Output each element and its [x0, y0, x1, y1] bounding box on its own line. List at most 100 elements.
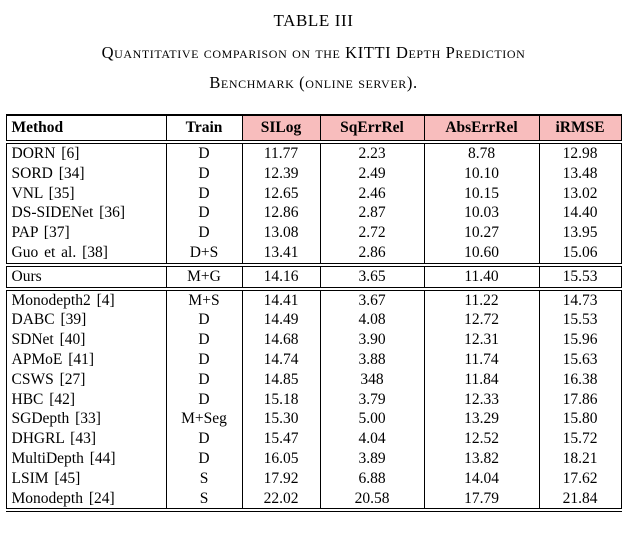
value-cell: 15.80 [538, 409, 622, 430]
value-cell: 2.87 [319, 203, 425, 224]
method-cell: SDNet [40] [5, 330, 167, 350]
table-row: LSIM [45] S 17.92 6.88 14.04 17.62 [5, 468, 622, 489]
column-header-sqerrrel: SqErrRel [319, 114, 425, 144]
method-cell: DORN [6] [5, 142, 167, 164]
value-cell: 10.27 [423, 223, 540, 243]
value-cell: D+S [165, 242, 243, 265]
value-cell: 4.08 [319, 310, 425, 331]
value-cell: 4.04 [319, 429, 425, 449]
value-cell: 15.47 [241, 429, 321, 449]
value-cell: 11.84 [423, 369, 540, 390]
table-row: DORN [6] D 11.77 2.23 8.78 12.98 [5, 142, 622, 164]
table-row: DS-SIDENet [36] D 12.86 2.87 10.03 14.40 [5, 203, 622, 224]
table-number-title: TABLE III [273, 11, 354, 30]
value-cell: 12.52 [423, 429, 540, 449]
value-cell: 21.84 [538, 488, 622, 513]
value-cell: 14.49 [241, 310, 321, 331]
method-cell: LSIM [45] [5, 468, 167, 489]
value-cell: 15.72 [538, 429, 622, 449]
column-header-silog: SILog [241, 114, 321, 144]
value-cell: 18.21 [538, 448, 622, 469]
value-cell: 12.65 [241, 183, 321, 204]
table-body: DORN [6] D 11.77 2.23 8.78 12.98 SORD [34] D 12.… [5, 142, 622, 513]
value-cell: 3.89 [319, 448, 425, 469]
value-cell: D [165, 223, 243, 243]
value-cell: 14.16 [241, 262, 321, 289]
table-row: Ours M+G 14.16 3.65 11.40 15.53 [5, 262, 622, 289]
value-cell: 13.41 [241, 242, 321, 265]
method-cell: DHGRL [43] [5, 429, 167, 449]
table-row: VNL [35] D 12.65 2.46 10.15 13.02 [5, 183, 622, 204]
value-cell: 15.53 [538, 310, 622, 331]
value-cell: 17.79 [423, 488, 540, 513]
value-cell: D [165, 183, 243, 204]
value-cell: D [165, 448, 243, 469]
table-row: APMoE [41] D 14.74 3.88 11.74 15.63 [5, 349, 622, 370]
value-cell: 14.85 [241, 369, 321, 390]
value-cell: M+S [165, 286, 243, 311]
value-cell: 12.31 [423, 330, 540, 350]
table-row: SORD [34] D 12.39 2.49 10.10 13.48 [5, 163, 622, 184]
value-cell: 3.90 [319, 330, 425, 350]
method-cell: HBC [42] [5, 389, 167, 410]
value-cell: 14.74 [241, 349, 321, 370]
value-cell: 17.92 [241, 468, 321, 489]
value-cell: 12.72 [423, 310, 540, 331]
value-cell: 10.03 [423, 203, 540, 224]
value-cell: D [165, 349, 243, 370]
value-cell: 11.40 [423, 262, 540, 289]
value-cell: 3.65 [319, 262, 425, 289]
value-cell: 11.22 [423, 286, 540, 311]
method-cell: MultiDepth [44] [5, 448, 167, 469]
method-cell: DS-SIDENet [36] [5, 203, 167, 224]
value-cell: 16.38 [538, 369, 622, 390]
value-cell: 2.86 [319, 242, 425, 265]
table-row: Monodepth2 [4] M+S 14.41 3.67 11.22 14.73 [5, 286, 622, 311]
table-row: PAP [37] D 13.08 2.72 10.27 13.95 [5, 223, 622, 243]
method-cell: DABC [39] [5, 310, 167, 331]
value-cell: 2.46 [319, 183, 425, 204]
value-cell: D [165, 203, 243, 224]
value-cell: 2.23 [319, 142, 425, 164]
value-cell: S [165, 488, 243, 513]
value-cell: 14.41 [241, 286, 321, 311]
value-cell: 3.67 [319, 286, 425, 311]
method-cell: SORD [34] [5, 163, 167, 184]
value-cell: D [165, 142, 243, 164]
value-cell: S [165, 468, 243, 489]
value-cell: M+Seg [165, 409, 243, 430]
value-cell: 15.06 [538, 242, 622, 265]
value-cell: 3.88 [319, 349, 425, 370]
value-cell: 20.58 [319, 488, 425, 513]
method-cell: PAP [37] [5, 223, 167, 243]
value-cell: D [165, 330, 243, 350]
method-cell: Monodepth [24] [5, 488, 167, 513]
value-cell: 17.86 [538, 389, 622, 410]
value-cell: D [165, 369, 243, 390]
value-cell: 6.88 [319, 468, 425, 489]
value-cell: 12.33 [423, 389, 540, 410]
method-cell: VNL [35] [5, 183, 167, 204]
table-row: MultiDepth [44] D 16.05 3.89 13.82 18.21 [5, 448, 622, 469]
value-cell: M+G [165, 262, 243, 289]
value-cell: 15.18 [241, 389, 321, 410]
table-row: Monodepth [24] S 22.02 20.58 17.79 21.84 [5, 488, 622, 513]
value-cell: D [165, 163, 243, 184]
table-row: Guo et al. [38] D+S 13.41 2.86 10.60 15.06 [5, 242, 622, 265]
value-cell: D [165, 310, 243, 331]
value-cell: 15.53 [538, 262, 622, 289]
value-cell: 15.96 [538, 330, 622, 350]
header-row: Method Train SILog SqErrRel AbsErrRel iR… [5, 114, 622, 144]
value-cell: 13.08 [241, 223, 321, 243]
value-cell: 13.02 [538, 183, 622, 204]
value-cell: 11.77 [241, 142, 321, 164]
value-cell: 14.40 [538, 203, 622, 224]
table-caption-line2: Benchmark (online server). [209, 73, 418, 92]
value-cell: 13.95 [538, 223, 622, 243]
value-cell: 8.78 [423, 142, 540, 164]
table-caption: Quantitative comparison on the KITTI Dep… [0, 38, 627, 98]
value-cell: 5.00 [319, 409, 425, 430]
value-cell: 14.04 [423, 468, 540, 489]
value-cell: D [165, 389, 243, 410]
